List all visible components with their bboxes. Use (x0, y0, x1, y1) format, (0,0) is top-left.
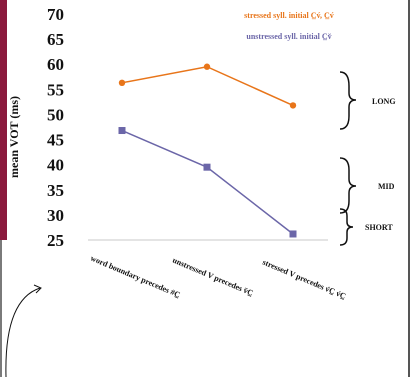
legend-series-2: unstressed syll. initial C̲v̆ (246, 32, 331, 41)
series-1-point (289, 102, 297, 109)
legend-series-1: stressed syll. initial C̲v́, C̲v́ (244, 11, 334, 20)
right-divider (408, 0, 410, 377)
annotation-long: LONG (372, 97, 396, 106)
series-2-point (289, 230, 297, 238)
curved-arrow-head (33, 284, 42, 294)
left-accent-bar (0, 0, 7, 240)
series-group (118, 63, 297, 238)
y-tick-label: 35 (47, 181, 64, 200)
brace-short (339, 208, 354, 246)
left-divider (0, 240, 2, 377)
y-tick-label: 50 (47, 105, 64, 124)
y-tick-label: 55 (47, 80, 64, 99)
brace-long (339, 71, 357, 130)
y-tick-label: 70 (47, 5, 64, 24)
x-category-2: unstressed V precedes v̆C̲ (171, 256, 255, 298)
series-line-2 (121, 129, 294, 235)
series-2-point (118, 127, 126, 135)
curved-arrow (5, 287, 41, 377)
annotation-short: SHORT (365, 223, 393, 232)
y-tick-label: 65 (47, 30, 64, 49)
x-category-3: stressed V precedes v́C̲ v́C̲ (261, 258, 347, 301)
series-line-1 (121, 65, 294, 107)
y-tick-label: 40 (47, 156, 64, 175)
y-tick-label: 30 (47, 206, 64, 225)
series-1-point (203, 63, 211, 70)
y-axis-ticks: 25 30 35 40 45 50 55 60 65 70 (47, 5, 64, 250)
y-axis-label: mean VOT (ms) (7, 96, 21, 178)
series-2-point (203, 163, 211, 171)
brace-mid (339, 157, 357, 214)
series-1-point (118, 79, 126, 87)
y-tick-label: 45 (47, 131, 64, 150)
x-category-1: word boundary precedes #C̲ (89, 254, 182, 300)
y-tick-label: 25 (47, 231, 64, 250)
y-tick-label: 60 (47, 55, 64, 74)
annotation-mid: MID (378, 182, 395, 191)
